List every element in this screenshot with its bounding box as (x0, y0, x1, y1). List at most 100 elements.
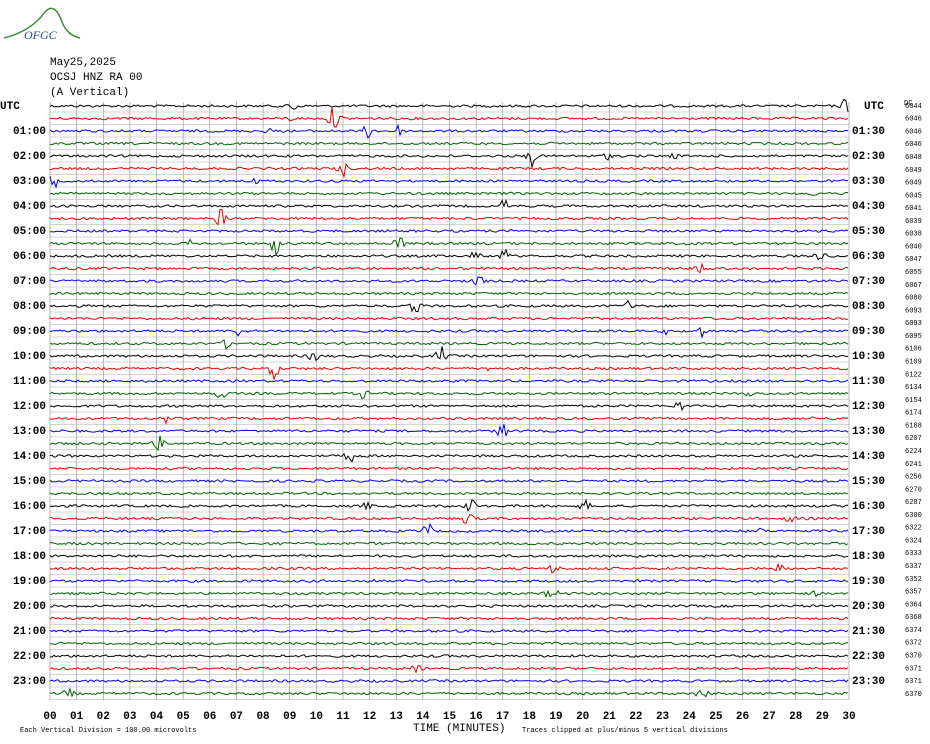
trace (49, 237, 849, 256)
trace (49, 424, 849, 437)
left-time-label: 05:00 (13, 226, 46, 238)
x-tick-label: 20 (576, 711, 589, 723)
dc-offset: 6322 (905, 525, 922, 533)
trace (49, 198, 849, 208)
trace (49, 401, 849, 412)
trace (49, 629, 849, 633)
dc-offset: 6300 (905, 512, 922, 520)
x-tick-label: 11 (336, 711, 350, 723)
x-tick-label: 10 (310, 711, 323, 723)
trace (50, 562, 848, 574)
x-tick-label: 25 (709, 711, 723, 723)
station: OCSJ HNZ RA 00 (50, 72, 142, 84)
right-time-label: 06:30 (852, 251, 885, 263)
x-tick-label: 24 (683, 711, 697, 723)
x-tick-label: 04 (150, 711, 164, 723)
x-tick-label: 06 (203, 711, 216, 723)
trace (49, 176, 849, 190)
trace (49, 326, 849, 339)
dc-offset: 6044 (905, 103, 922, 111)
dc-offset: 6370 (905, 691, 922, 699)
trace (49, 654, 849, 658)
dc-offset: 6324 (905, 537, 922, 545)
logo: OFGC (24, 28, 58, 42)
x-tick-label: 29 (816, 711, 829, 723)
right-time-label: 14:30 (852, 451, 885, 463)
x-tick-label: 19 (549, 711, 562, 723)
trace (49, 578, 849, 583)
right-time-label: 10:30 (852, 351, 885, 363)
trace (49, 466, 849, 471)
right-time-label: 13:30 (852, 426, 885, 438)
right-time-label: 07:30 (852, 276, 885, 288)
left-time-label: 22:00 (13, 651, 46, 663)
dc-offset: 6352 (905, 576, 922, 584)
right-time-label: 02:30 (852, 151, 885, 163)
x-tick-label: 23 (656, 711, 670, 723)
date: May25,2025 (50, 57, 116, 69)
dc-offset: 6364 (905, 601, 922, 609)
x-tick-label: 00 (43, 711, 56, 723)
dc-offset: 6207 (905, 435, 922, 443)
dc-offset: 6049 (905, 167, 922, 175)
trace (49, 248, 849, 261)
trace (49, 415, 849, 425)
trace (49, 435, 849, 452)
x-tick-label: 26 (736, 711, 749, 723)
x-tick-label: 17 (496, 711, 509, 723)
right-time-label: 04:30 (852, 201, 885, 213)
dc-offset: 6287 (905, 499, 922, 507)
right-time-label: 15:30 (852, 476, 885, 488)
trace (49, 554, 849, 558)
left-time-label: 19:00 (13, 576, 46, 588)
left-time-label: 15:00 (13, 476, 46, 488)
right-time-label: 01:30 (852, 126, 885, 138)
x-tick-label: 01 (70, 711, 84, 723)
left-time-label: 08:00 (13, 301, 46, 313)
x-tick-label: 08 (256, 711, 270, 723)
trace (49, 665, 849, 674)
trace (49, 276, 849, 286)
dc-offset: 6174 (905, 410, 922, 418)
right-time-label: 09:30 (852, 326, 885, 338)
x-tick-label: 12 (363, 711, 376, 723)
dc-offset: 6357 (905, 589, 922, 597)
clip-note: Traces clipped at plus/minus 5 vertical … (522, 727, 728, 735)
trace (49, 346, 849, 362)
dc-offset: 6055 (905, 269, 922, 277)
dc-offset: 6154 (905, 397, 922, 405)
dc-offset: 6241 (905, 461, 922, 469)
left-time-label: 07:00 (13, 276, 46, 288)
trace (49, 98, 849, 112)
right-time-label: 05:30 (852, 226, 885, 238)
trace (49, 513, 849, 524)
left-time-label: 21:00 (13, 626, 46, 638)
left-time-label: 16:00 (13, 501, 46, 513)
left-time-label: 06:00 (13, 251, 46, 263)
x-tick-label: 30 (842, 711, 855, 723)
dc-offset: 6374 (905, 627, 922, 635)
dc-offset: 6049 (905, 180, 922, 188)
x-tick-label: 15 (443, 711, 457, 723)
right-time-label: 23:30 (852, 676, 885, 688)
right-time-label: 12:30 (852, 401, 885, 413)
right-time-label: 03:30 (852, 176, 885, 188)
dc-offset: 6095 (905, 333, 922, 341)
dc-offset: 6109 (905, 358, 922, 366)
dc-offset: 6256 (905, 474, 922, 482)
dc-offset: 6045 (905, 192, 922, 200)
x-tick-label: 09 (283, 711, 296, 723)
dc-offset: 6046 (905, 128, 922, 136)
left-time-label: 02:00 (13, 151, 46, 163)
trace (49, 106, 849, 128)
x-tick-label: 27 (762, 711, 775, 723)
trace (50, 522, 849, 535)
right-axis-label: UTC (864, 101, 884, 113)
dc-offset: 6080 (905, 295, 922, 303)
trace (49, 366, 849, 382)
dc-offset: 6134 (905, 384, 922, 392)
x-tick-label: 28 (789, 711, 803, 723)
x-tick-label: 07 (230, 711, 243, 723)
right-time-label: 20:30 (852, 601, 885, 613)
trace (49, 589, 849, 598)
